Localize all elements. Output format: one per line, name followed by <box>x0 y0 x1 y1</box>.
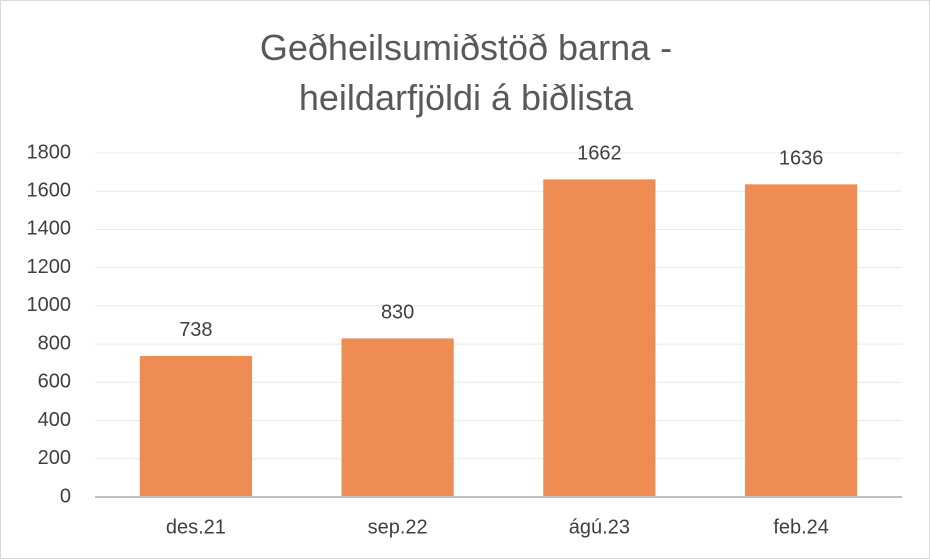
data-label: 738 <box>179 319 212 341</box>
bar <box>543 179 656 497</box>
y-tick-label: 1600 <box>27 180 72 202</box>
y-tick-label: 1800 <box>27 141 72 163</box>
x-tick-label: sep.22 <box>368 516 428 538</box>
y-tick-label: 1000 <box>27 294 72 316</box>
y-tick-label: 1200 <box>27 256 72 278</box>
y-tick-label: 0 <box>60 485 71 507</box>
y-tick-label: 200 <box>38 447 71 469</box>
x-tick-label: des.21 <box>166 516 226 538</box>
bar <box>745 184 858 497</box>
data-label: 1636 <box>779 148 824 170</box>
x-tick-label: ágú.23 <box>569 516 630 538</box>
chart-title: Geðheilsumiðstöð barna - heildarfjöldi á… <box>259 27 673 118</box>
bar <box>139 355 252 497</box>
bar <box>341 338 454 497</box>
y-tick-label: 1400 <box>27 218 72 240</box>
y-tick-label: 400 <box>38 409 71 431</box>
x-tick-label: feb.24 <box>773 516 829 538</box>
y-tick-label: 600 <box>38 371 71 393</box>
data-label: 1662 <box>577 143 622 165</box>
data-label: 830 <box>381 302 414 324</box>
y-tick-label: 800 <box>38 332 71 354</box>
